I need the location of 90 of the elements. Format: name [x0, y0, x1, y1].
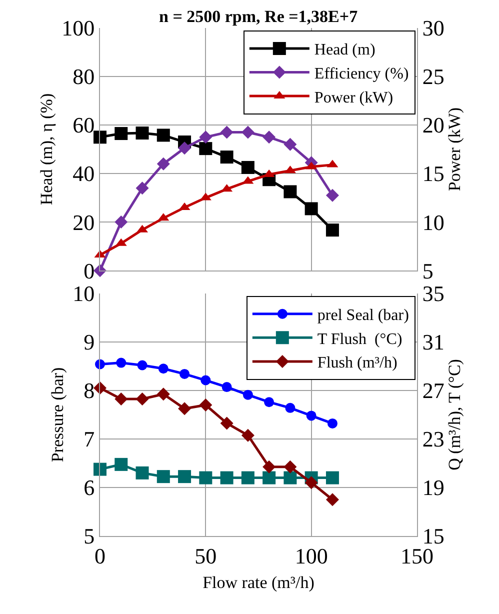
point	[262, 130, 276, 144]
y2-tick-label: 27	[422, 378, 444, 404]
y-tick-label: 60	[72, 112, 95, 138]
y2-tick-label: 31	[422, 330, 444, 355]
point	[136, 392, 149, 406]
legend-label: Efficiency (%)	[314, 65, 409, 82]
y-axis-title: Pressure (bar)	[48, 367, 68, 462]
point	[241, 160, 254, 174]
legend-label: Flush (m³/h)	[317, 354, 398, 372]
point	[241, 428, 254, 442]
point	[222, 382, 232, 392]
point	[304, 476, 318, 490]
point	[94, 130, 106, 144]
chart-title: n = 2500 rpm, Re =1,38E+7	[159, 7, 358, 26]
y2-tick-label: 23	[422, 426, 444, 452]
point	[178, 402, 192, 416]
y-tick-label: 6	[84, 475, 95, 500]
point	[200, 375, 211, 386]
point	[220, 471, 234, 484]
point	[180, 368, 190, 379]
y2-tick-label: 10	[422, 210, 444, 235]
legend-label: Head (m)	[314, 42, 376, 59]
point	[114, 216, 128, 229]
point	[178, 470, 192, 484]
point	[326, 493, 339, 506]
point	[136, 182, 149, 195]
y-tick-label: 20	[72, 210, 95, 235]
point	[220, 126, 234, 139]
point	[199, 398, 212, 412]
point	[285, 402, 296, 413]
point	[241, 471, 254, 484]
point	[220, 150, 234, 164]
y2-tick-label: 35	[422, 281, 444, 306]
legend-label: T Flush (°C)	[317, 330, 402, 348]
y-tick-label: 40	[72, 161, 95, 186]
point	[284, 185, 297, 198]
point	[306, 410, 316, 421]
legend-label: prel Seal (bar)	[317, 307, 409, 324]
y2-tick-label: 19	[422, 475, 444, 500]
x-tick-label: 100	[294, 543, 328, 568]
point	[156, 157, 170, 170]
y-axis-title: Head (m), η (%)	[37, 93, 56, 206]
y2-tick-label: 15	[422, 161, 444, 186]
point	[137, 360, 148, 370]
y-tick-label: 100	[62, 16, 95, 41]
point	[284, 471, 297, 484]
point	[326, 224, 339, 237]
point	[199, 471, 212, 484]
point	[304, 202, 318, 216]
point	[114, 458, 128, 471]
point	[156, 388, 170, 401]
point	[326, 188, 339, 202]
point	[262, 460, 276, 474]
point	[114, 127, 128, 140]
x-axis-title: Flow rate (m³/h)	[202, 572, 314, 592]
point	[94, 462, 106, 476]
point	[284, 138, 297, 151]
point	[158, 364, 168, 374]
point	[156, 128, 170, 142]
y-tick-label: 5	[84, 524, 95, 549]
y-tick-label: 10	[72, 281, 95, 306]
point	[136, 466, 149, 480]
point	[264, 397, 274, 408]
point	[114, 392, 128, 406]
y2-tick-label: 5	[422, 258, 434, 284]
point	[156, 470, 170, 484]
point	[220, 416, 234, 430]
y2-axis-title: Q (m³/h), T (°C)	[444, 359, 464, 470]
point	[284, 460, 297, 474]
legend-label: Power (kW)	[314, 89, 394, 106]
y-tick-label: 0	[84, 258, 95, 284]
point	[116, 358, 126, 368]
point	[327, 418, 338, 428]
y-tick-label: 8	[84, 378, 95, 404]
point	[241, 126, 254, 139]
y-tick-label: 9	[84, 330, 95, 355]
y2-tick-label: 25	[422, 64, 444, 90]
point	[199, 130, 212, 144]
point	[178, 142, 192, 155]
y-tick-label: 80	[72, 64, 95, 90]
y2-tick-label: 20	[422, 112, 444, 138]
x-tick-label: 50	[194, 543, 217, 568]
point	[242, 390, 253, 400]
y2-tick-label: 30	[422, 16, 444, 41]
y-tick-label: 7	[84, 426, 95, 452]
point	[326, 471, 339, 484]
point	[136, 126, 149, 140]
point	[199, 142, 212, 156]
point	[262, 471, 276, 484]
y2-axis-title: Power (kW)	[444, 108, 464, 192]
